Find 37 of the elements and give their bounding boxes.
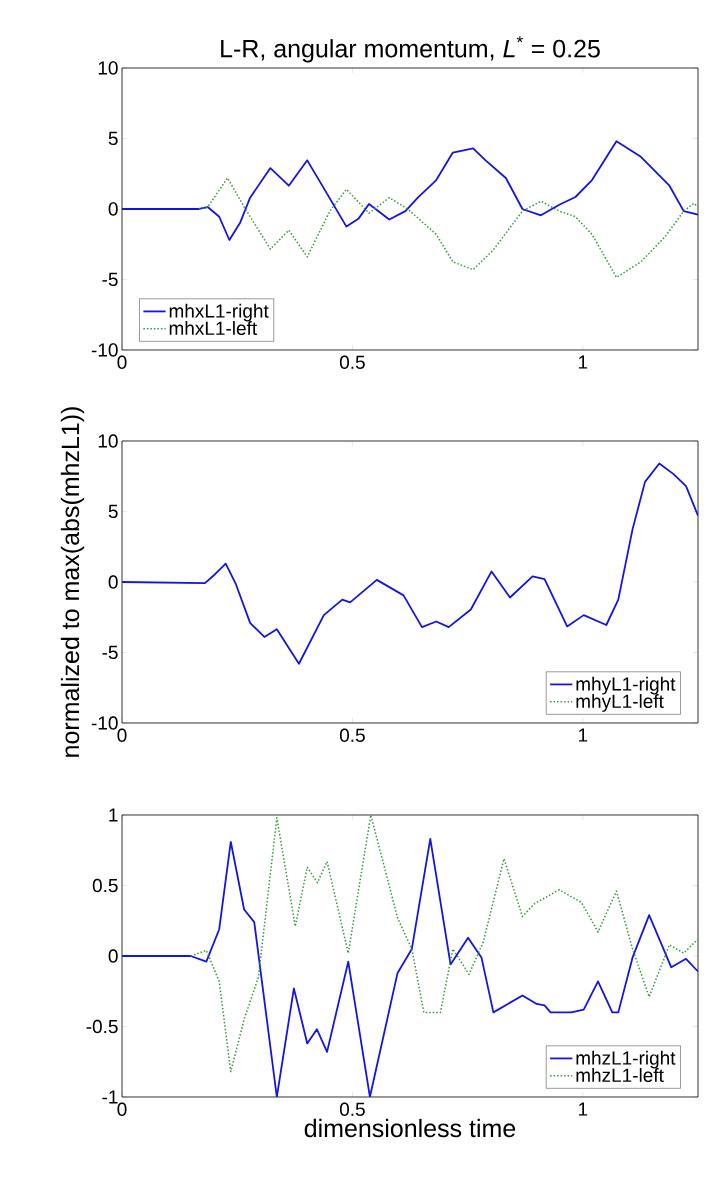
line-series (122, 462, 699, 665)
legend-label: mhyL1-right (576, 676, 676, 695)
y-tick-label: 1 (109, 808, 118, 822)
y-tick-label: 0 (108, 949, 118, 963)
x-tick-label: 0 (117, 355, 127, 369)
legend-label: mhzL1-left (576, 1068, 664, 1083)
x-tick-label: 1 (578, 355, 588, 369)
y-tick-label: -0.5 (86, 1019, 118, 1034)
legend-label: mhxL1-left (169, 321, 258, 336)
y-tick-label: 0 (108, 575, 118, 589)
y-tick-label: 10 (98, 61, 118, 75)
y-tick-label: 0.5 (92, 878, 118, 893)
line-series (122, 140, 699, 241)
legend-label: mhxL1-right (169, 303, 269, 322)
y-tick-label: -5 (102, 645, 118, 660)
y-tick-label: -10 (91, 343, 118, 357)
x-tick-label: 0 (117, 1102, 127, 1116)
legend-label: mhyL1-left (576, 694, 664, 712)
y-tick-label: -5 (102, 272, 118, 287)
x-tick-label: 0.5 (339, 728, 365, 742)
x-tick-label: 0.5 (339, 355, 365, 369)
line-series (198, 177, 699, 279)
chart-title: L-R, angular momentum, L$^{*}$ = 0.25 (221, 36, 600, 63)
y-tick-label: 5 (108, 131, 118, 146)
y-tick-label: -10 (91, 716, 118, 730)
y-tick-label: 5 (108, 504, 118, 519)
line-series (122, 838, 699, 1097)
y-tick-label: 10 (98, 434, 118, 448)
x-tick-label: 1 (578, 1102, 588, 1116)
y-axis-title: normalized to max(abs(mhzL1)) (60, 407, 85, 757)
x-tick-label: 0 (117, 728, 127, 742)
y-tick-label: 0 (108, 202, 118, 216)
x-tick-label: 0.5 (339, 1102, 365, 1116)
y-tick-label: -1 (102, 1090, 118, 1104)
x-axis-title: dimensionless time (304, 1118, 516, 1138)
x-tick-label: 1 (578, 728, 588, 742)
legend-label: mhzL1-right (576, 1050, 676, 1069)
